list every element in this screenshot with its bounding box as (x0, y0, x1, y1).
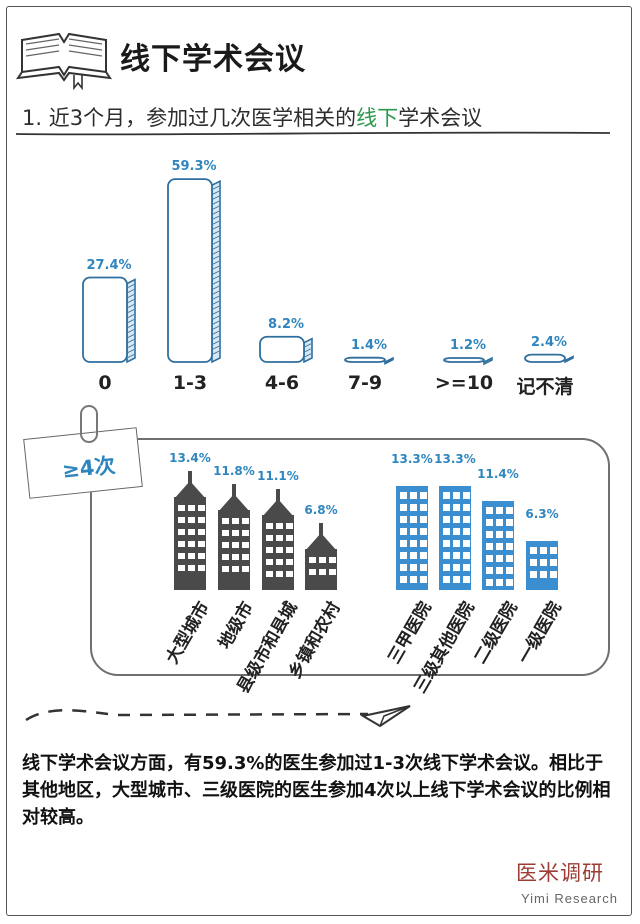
x-tick-label: 4-6 (264, 372, 300, 394)
frequency-bar-chart (82, 178, 574, 366)
x-tick-label: >=10 (434, 372, 494, 394)
group-label: ≥4次 (60, 453, 117, 483)
summary-text: 线下学术会议方面，有59.3%的医生参加过1-3次线下学术会议。相比于其他地区，… (22, 753, 611, 828)
hospital-building-icon (526, 540, 558, 590)
bar-3 (344, 356, 394, 365)
open-book-icon (15, 32, 113, 90)
x-tick-label: 1-3 (172, 372, 208, 394)
x-tick-label: 记不清 (516, 376, 574, 398)
paperclip-icon (80, 405, 98, 443)
bar-0 (82, 276, 136, 364)
bar-value-label: 1.2% (449, 338, 487, 353)
bar-value-label: 1.4% (350, 337, 388, 353)
skyscraper-icon (218, 483, 250, 590)
building-value-label: 11.8% (213, 463, 255, 478)
section-heading: 1. 近3个月，参加过几次医学相关的线下学术会议 (22, 102, 482, 132)
hospital-building-icon (396, 485, 428, 590)
bar-value-label: 59.3% (171, 159, 217, 175)
bar-value-label: 2.4% (530, 334, 568, 350)
paper-plane-icon (25, 705, 411, 728)
bar-5 (524, 353, 574, 364)
skyscraper-icon (305, 522, 337, 590)
building-value-label: 13.3% (434, 451, 476, 466)
hospital-building-icon (482, 500, 514, 590)
bar-value-label: 27.4% (86, 257, 132, 273)
building-value-label: 6.8% (304, 502, 338, 517)
building-value-label: 11.4% (477, 466, 519, 481)
section-heading-suffix: 学术会议 (398, 106, 483, 130)
building-value-label: 13.3% (391, 451, 433, 466)
heading-underline (15, 131, 611, 136)
building-value-label: 13.4% (169, 451, 211, 465)
page-frame (6, 6, 632, 916)
x-tick-label: 7-9 (347, 372, 383, 394)
section-heading-highlight: 线下 (356, 106, 399, 130)
skyscraper-icon (262, 489, 294, 590)
bar-1 (167, 178, 221, 364)
brand-name-en: Yimi Research (520, 891, 618, 906)
brand-name: 医米调研 (516, 861, 604, 885)
bar-2 (259, 335, 313, 364)
bar-value-label: 8.2% (267, 316, 305, 332)
x-tick-label: 0 (98, 372, 112, 394)
building-value-label: 6.3% (525, 506, 559, 521)
skyscraper-icon (174, 471, 206, 590)
building-value-label: 11.1% (257, 469, 299, 484)
high-frequency-panel (90, 438, 610, 676)
bar-4 (443, 356, 493, 366)
page-title: 线下学术会议 (120, 42, 306, 77)
section-heading-prefix: 1. 近3个月，参加过几次医学相关的 (22, 106, 357, 130)
hospital-building-icon (439, 485, 471, 590)
